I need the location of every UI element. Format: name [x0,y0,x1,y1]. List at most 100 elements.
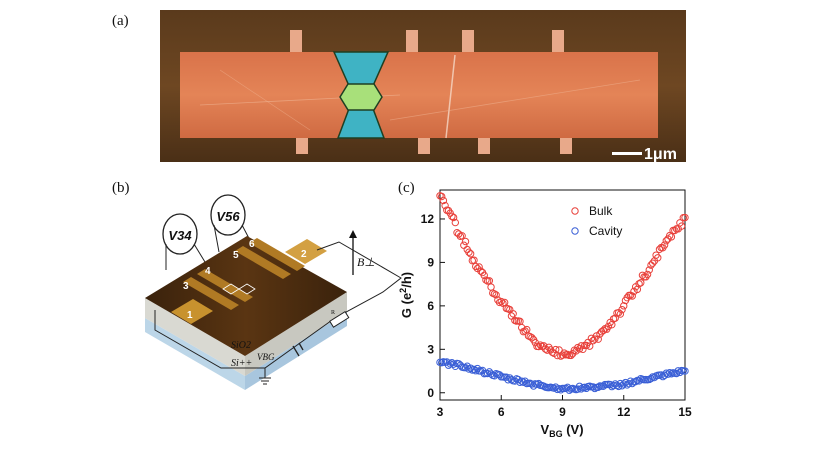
data-point-cavity [490,372,499,380]
panel-a-label: (a) [112,13,129,29]
data-point-bulk [528,334,536,342]
data-point-bulk [509,310,517,318]
data-point-cavity [519,378,528,386]
data-point-bulk [677,222,686,230]
data-point-bulk [536,341,545,349]
legend-label-bulk: Bulk [589,204,613,218]
contact-finger [296,134,308,154]
data-point-bulk [648,259,657,267]
gate-source-plate [292,345,300,357]
contact-stripe [249,238,305,271]
data-point-cavity [516,378,524,386]
data-point-cavity [599,382,608,390]
data-point-cavity [577,385,585,393]
flake-scratch [389,79,641,121]
y-tick-label: 0 [427,386,434,400]
data-point-bulk [472,262,480,271]
data-point-bulk [497,297,505,306]
contact-stripe [235,246,291,279]
contact-finger [478,134,490,154]
data-point-bulk [451,218,460,227]
contact-stripe [197,269,253,302]
afm-micrograph: 1μm [160,10,686,163]
contact-finger [560,134,572,154]
resistor-label: R [331,310,335,316]
data-point-bulk [616,310,625,318]
substrate-si-side [145,318,245,390]
data-point-cavity [616,379,625,388]
data-point-bulk [586,342,594,350]
voltmeter-v34 [162,213,198,255]
contact-finger [406,30,418,56]
x-tick-label: 15 [678,405,692,419]
data-point-bulk [466,250,475,258]
contact-pad [285,239,327,264]
data-point-cavity [620,380,628,388]
x-tick-label: 3 [437,405,444,419]
contact-pad [171,299,213,324]
data-point-bulk [475,263,483,271]
data-point-bulk [490,290,499,298]
data-point-bulk [480,271,488,280]
contact-stripe [183,277,239,310]
resistor [329,310,350,328]
data-point-bulk [654,254,662,262]
data-point-bulk [645,266,653,274]
data-point-bulk [655,245,664,254]
graphene-flake [180,52,658,138]
lead-wire [165,243,206,270]
legend-marker-bulk [571,207,579,215]
voltmeter-v56 [210,194,246,236]
data-point-bulk [577,342,585,350]
x-axis-title: VBG (V) [540,422,583,439]
data-point-bulk [611,314,619,322]
ground-icon [259,377,271,385]
data-point-cavity [594,383,602,391]
data-point-bulk [681,213,689,222]
contact-label: 6 [249,239,255,250]
data-point-cavity [664,370,672,378]
data-point-cavity [465,365,473,373]
data-point-bulk [521,327,529,335]
field-arrow-head [349,230,357,238]
contact-label: 2 [301,249,307,260]
data-point-bulk [635,280,643,288]
legend-label-cavity: Cavity [589,224,622,238]
data-point-bulk [534,342,543,351]
data-point-bulk [574,343,582,352]
data-point-bulk [660,241,669,249]
flake-scratch [219,69,311,131]
data-point-bulk [637,279,645,287]
sio2-label: SiO2 [231,340,251,351]
data-point-bulk [589,336,597,345]
data-point-bulk [541,345,550,353]
panel-b-label: (b) [112,180,130,196]
data-point-cavity [540,382,548,390]
data-point-cavity [470,365,478,374]
scale-bar-label: 1μm [644,146,677,163]
data-point-bulk [594,335,602,343]
data-point-bulk [628,292,636,300]
data-point-bulk [662,237,670,245]
data-point-cavity [483,369,492,378]
data-point-bulk [487,283,495,291]
data-point-bulk [492,291,500,299]
data-point-bulk [441,201,449,210]
x-tick-label: 12 [617,405,631,419]
data-point-bulk [495,298,504,307]
cavity-hexagon [339,83,383,111]
y-tick-label: 12 [421,212,435,226]
scale-bar [612,152,642,155]
contact-label: 1 [187,310,193,321]
data-point-cavity [589,383,597,391]
contact-finger [290,30,302,56]
data-point-bulk [449,213,458,222]
contact-label: 3 [183,281,189,292]
data-point-bulk [448,212,456,221]
voltmeter-v56-label: V56 [216,209,240,224]
data-point-bulk [439,196,448,205]
si-label: Si++ [231,358,252,369]
data-point-cavity [621,378,630,387]
data-point-bulk [643,270,652,279]
